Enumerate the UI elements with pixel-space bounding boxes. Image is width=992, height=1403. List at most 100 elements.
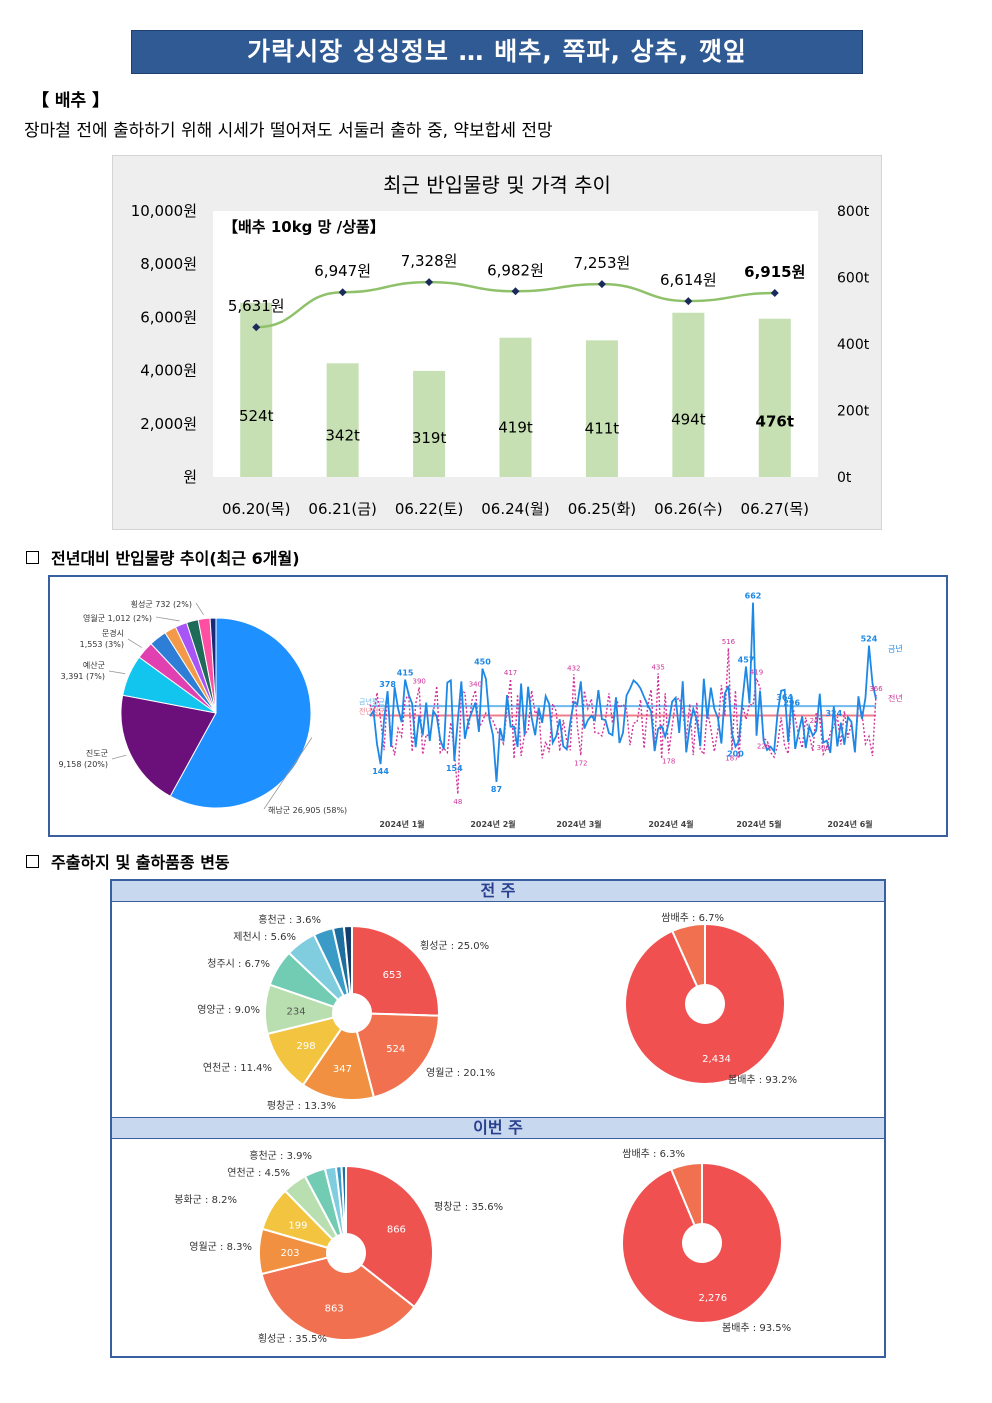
- annotation-current: 324: [825, 709, 842, 718]
- volume-bar: [499, 337, 532, 477]
- chart-annotation: 【배추 10kg 망 /상품】: [223, 218, 385, 236]
- x-tick-label: 06.25(화): [568, 500, 636, 518]
- origin-heading: 주출하지 및 출하품종 변동: [26, 849, 230, 873]
- y-left-tick: 8,000원: [140, 255, 197, 273]
- y-right-tick: 0t: [837, 470, 852, 486]
- price-marker: [252, 323, 261, 332]
- donut-label: 봄배추 : 93.5%: [722, 1322, 791, 1334]
- annotation-current: 364: [776, 693, 793, 702]
- donut-slice: [355, 1012, 440, 1099]
- donut-label: 횡성군 : 35.5%: [258, 1333, 327, 1345]
- pie-slice: [209, 617, 217, 714]
- annotation-previous: 419: [750, 668, 763, 676]
- donut-label: 청주시 : 6.7%: [207, 958, 270, 970]
- annotation-current: 144: [372, 767, 389, 776]
- donut-slice: [342, 924, 353, 996]
- annotation-previous: 245: [810, 717, 823, 725]
- volume-bar: [672, 312, 705, 477]
- price-label: 6,614원: [660, 271, 717, 289]
- donut-value: 653: [383, 970, 402, 981]
- price-label: 6,982원: [487, 261, 544, 279]
- annotation-current: 450: [474, 658, 491, 667]
- volume-label: 411t: [585, 419, 620, 437]
- donut-label: 연천군 : 11.4%: [203, 1062, 272, 1074]
- donut-slice: [345, 1164, 434, 1309]
- donut-value: 866: [387, 1225, 406, 1236]
- pie-label: 진도군: [86, 748, 108, 758]
- donut-slice: [669, 1161, 703, 1227]
- donut-slice: [340, 1164, 347, 1236]
- donut-label: 홍천군 : 3.9%: [249, 1149, 312, 1162]
- y-left-tick: 2,000원: [140, 415, 197, 433]
- x-tick-label: 06.21(금): [308, 500, 376, 518]
- annotation-previous: 48: [453, 798, 462, 806]
- x-tick-label: 06.27(목): [741, 500, 809, 518]
- donut-slice: [301, 1027, 376, 1101]
- y-right-tick: 400t: [837, 337, 870, 353]
- donut-value: 298: [296, 1041, 315, 1052]
- origin-heading-text: 주출하지 및 출하품종 변동: [51, 853, 230, 872]
- pie-label: 3,391 (7%): [61, 672, 105, 681]
- legend-previous: 전년: [888, 693, 903, 703]
- volume-bar: [326, 363, 359, 477]
- price-label: 5,631원: [228, 297, 285, 315]
- volume-bar: [758, 318, 791, 477]
- annotation-previous: 390: [413, 677, 426, 685]
- legend-current: 금년: [888, 644, 903, 654]
- yoy-panel: 해남군 26,905 (58%) 진도군 9,158 (20%) 예산군 3,391 (…: [48, 575, 948, 837]
- annotation-current: 296: [783, 699, 800, 708]
- donut-value: 199: [288, 1220, 307, 1231]
- annotation-previous: 435: [651, 663, 664, 671]
- pie-label: 예산군: [83, 660, 105, 670]
- donut-label: 쌈배추 : 6.3%: [622, 1148, 685, 1160]
- price-label: 7,328원: [401, 252, 458, 270]
- avg-label-current: 금년평균: [359, 697, 385, 706]
- price-marker: [597, 280, 606, 289]
- donut-label: 평창군 : 35.6%: [434, 1201, 503, 1213]
- donut-label: 영월군 : 8.3%: [189, 1241, 252, 1253]
- volume-label: 419t: [498, 418, 533, 436]
- origin-panel-svg: 횡성군 : 25.0% 영월군 : 20.1% 평창군 : 13.3% 연천군 : 1…: [174, 912, 797, 1345]
- x-tick-label: 06.20(목): [222, 500, 290, 518]
- donut-value: 2,276: [698, 1293, 727, 1304]
- donut-label: 평창군 : 13.3%: [267, 1100, 336, 1112]
- annotation-previous: 187: [725, 755, 738, 763]
- donut-value: 347: [333, 1064, 352, 1075]
- x-tick-label: 2024년 5월: [736, 819, 781, 829]
- donut-label: 영월군 : 20.1%: [426, 1067, 495, 1079]
- volume-label: 476t: [756, 412, 794, 430]
- pie-leader: [127, 638, 142, 648]
- pie-label: 1,553 (3%): [80, 640, 124, 649]
- pie-slice: [169, 617, 312, 809]
- annotation-previous: 226: [757, 743, 771, 751]
- x-tick-label: 2024년 2월: [470, 819, 515, 829]
- annotation-previous: 172: [574, 759, 587, 767]
- price-label: 6,947원: [314, 262, 371, 280]
- annotation-current: 378: [379, 680, 396, 689]
- annotation-previous: 432: [567, 664, 580, 672]
- annotation-previous: 178: [662, 758, 675, 766]
- x-tick-label: 2024년 6월: [827, 819, 872, 829]
- x-tick-label: 06.26(수): [654, 500, 722, 518]
- donut-slice: [260, 1256, 416, 1341]
- x-tick-label: 2024년 1월: [379, 819, 424, 829]
- yoy-heading: 전년대비 반입물량 추이(최근 6개월): [26, 545, 300, 569]
- annotation-current: 415: [397, 669, 414, 678]
- annotation-previous: 340: [469, 680, 482, 688]
- price-marker: [511, 287, 520, 296]
- y-left-tick: 6,000원: [140, 308, 197, 326]
- section-label: 【 배추 】: [32, 91, 110, 111]
- pie-label: 문경시: [102, 628, 124, 638]
- price-marker: [338, 288, 347, 297]
- volume-label: 524t: [239, 407, 274, 425]
- pie-label: 9,158 (20%): [59, 760, 108, 769]
- checkbox-icon: [26, 551, 39, 564]
- yoy-panel-svg: 해남군 26,905 (58%) 진도군 9,158 (20%) 예산군 3,391 (…: [59, 592, 903, 829]
- donut-label: 영양군 : 9.0%: [197, 1004, 260, 1016]
- checkbox-icon: [26, 855, 39, 868]
- price-volume-chart-svg: 최근 반입물량 및 가격 추이 【배추 10kg 망 /상품】 원 2,000원 4,0…: [131, 173, 870, 518]
- x-tick-label: 2024년 3월: [556, 819, 601, 829]
- market-summary: 장마철 전에 출하하기 위해 시세가 떨어져도 서둘러 출하 중, 약보합세 전…: [24, 121, 553, 141]
- annotation-current: 662: [745, 592, 762, 601]
- price-volume-chart: 최근 반입물량 및 가격 추이 【배추 10kg 망 /상품】 원 2,000원 4,0…: [112, 155, 882, 530]
